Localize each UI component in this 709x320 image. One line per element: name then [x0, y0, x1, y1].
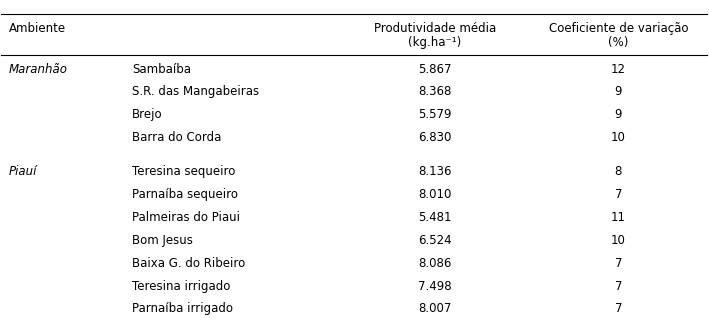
Text: Coeficiente de variação: Coeficiente de variação [549, 22, 688, 35]
Text: 7: 7 [615, 302, 623, 315]
Text: Brejo: Brejo [132, 108, 162, 121]
Text: 7.498: 7.498 [418, 279, 452, 292]
Text: 6.524: 6.524 [418, 234, 452, 247]
Text: 12: 12 [611, 62, 626, 76]
Text: 8.368: 8.368 [418, 85, 452, 98]
Text: 7: 7 [615, 188, 623, 201]
Text: 9: 9 [615, 85, 623, 98]
Text: 8: 8 [615, 165, 622, 178]
Text: (kg.ha⁻¹): (kg.ha⁻¹) [408, 36, 462, 49]
Text: 8.010: 8.010 [418, 188, 452, 201]
Text: Palmeiras do Piaui: Palmeiras do Piaui [132, 211, 240, 224]
Text: Teresina sequeiro: Teresina sequeiro [132, 165, 235, 178]
Text: Bom Jesus: Bom Jesus [132, 234, 193, 247]
Text: Maranhão: Maranhão [9, 62, 67, 76]
Text: S.R. das Mangabeiras: S.R. das Mangabeiras [132, 85, 259, 98]
Text: 9: 9 [615, 108, 623, 121]
Text: 6.830: 6.830 [418, 131, 452, 144]
Text: 7: 7 [615, 279, 623, 292]
Text: Piauí: Piauí [9, 165, 37, 178]
Text: (%): (%) [608, 36, 629, 49]
Text: Teresina irrigado: Teresina irrigado [132, 279, 230, 292]
Text: 5.481: 5.481 [418, 211, 452, 224]
Text: 8.007: 8.007 [418, 302, 452, 315]
Text: 8.086: 8.086 [418, 257, 452, 270]
Text: 11: 11 [611, 211, 626, 224]
Text: 5.579: 5.579 [418, 108, 452, 121]
Text: Parnaíba sequeiro: Parnaíba sequeiro [132, 188, 238, 201]
Text: Produtividade média: Produtividade média [374, 22, 496, 35]
Text: 10: 10 [611, 234, 626, 247]
Text: Baixa G. do Ribeiro: Baixa G. do Ribeiro [132, 257, 245, 270]
Text: Parnaíba irrigado: Parnaíba irrigado [132, 302, 233, 315]
Text: Ambiente: Ambiente [9, 22, 65, 35]
Text: 8.136: 8.136 [418, 165, 452, 178]
Text: Sambaíba: Sambaíba [132, 62, 191, 76]
Text: 10: 10 [611, 131, 626, 144]
Text: 5.867: 5.867 [418, 62, 452, 76]
Text: 7: 7 [615, 257, 623, 270]
Text: Barra do Corda: Barra do Corda [132, 131, 221, 144]
